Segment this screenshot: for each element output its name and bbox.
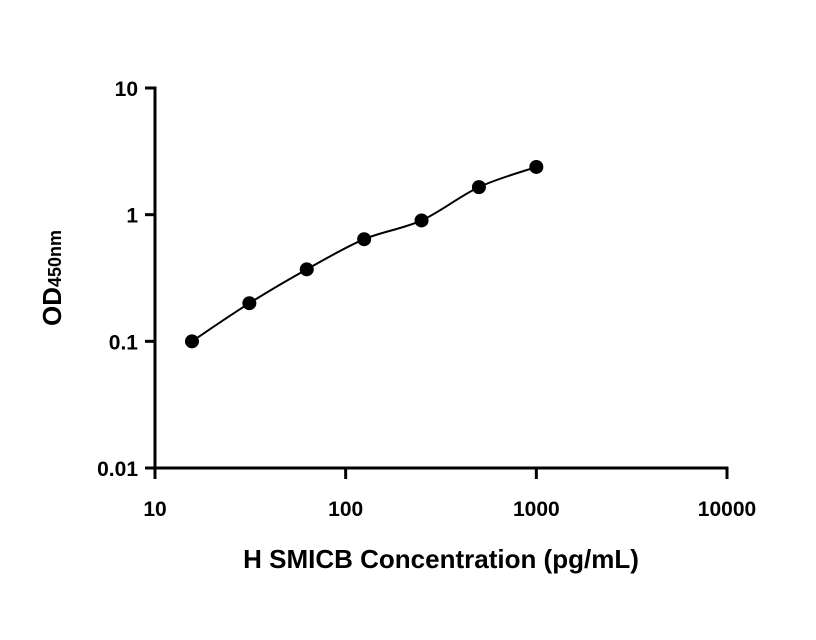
y-tick-label: 1 bbox=[126, 205, 138, 228]
y-tick-label: 10 bbox=[115, 78, 138, 101]
y-ticks: 0.01 0.1 1 10 bbox=[97, 78, 155, 481]
fit-curve-line bbox=[191, 166, 537, 343]
data-point bbox=[471, 180, 486, 195]
x-ticks: 10 100 1000 10000 bbox=[143, 468, 756, 521]
x-tick-label: 1000 bbox=[513, 498, 560, 521]
data-point bbox=[529, 159, 544, 174]
x-tick-label: 100 bbox=[328, 498, 363, 521]
y-axis-title: OD450nm bbox=[37, 230, 67, 326]
y-axis-title-sub: 450nm bbox=[45, 230, 65, 287]
y-tick-label: 0.1 bbox=[109, 331, 139, 354]
y-axis-title-main: OD bbox=[37, 287, 67, 326]
y-tick-label: 0.01 bbox=[97, 458, 138, 481]
data-points bbox=[184, 159, 544, 349]
x-tick-label: 10000 bbox=[698, 498, 756, 521]
data-point bbox=[299, 262, 314, 277]
data-point bbox=[242, 296, 257, 311]
x-axis-title: H SMICB Concentration (pg/mL) bbox=[243, 544, 639, 574]
data-point bbox=[357, 232, 372, 247]
x-tick-label: 10 bbox=[143, 498, 166, 521]
data-point bbox=[414, 213, 429, 228]
axes bbox=[153, 86, 729, 470]
data-point bbox=[184, 334, 199, 349]
